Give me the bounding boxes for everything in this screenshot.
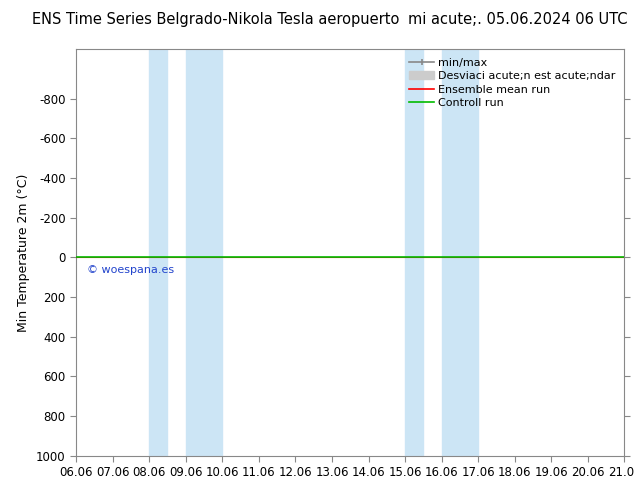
Text: ENS Time Series Belgrado-Nikola Tesla aeropuerto: ENS Time Series Belgrado-Nikola Tesla ae… [32,12,399,27]
Bar [442,49,478,456]
Legend: min/max, Desviaci acute;n est acute;ndar, Ensemble mean run, Controll run: min/max, Desviaci acute;n est acute;ndar… [406,54,619,111]
Text: mi acute;. 05.06.2024 06 UTC: mi acute;. 05.06.2024 06 UTC [408,12,628,27]
Text: © woespana.es: © woespana.es [87,265,174,275]
Bar [405,49,424,456]
Y-axis label: Min Temperature 2m (°C): Min Temperature 2m (°C) [18,173,30,332]
Bar [149,49,167,456]
Bar [186,49,223,456]
